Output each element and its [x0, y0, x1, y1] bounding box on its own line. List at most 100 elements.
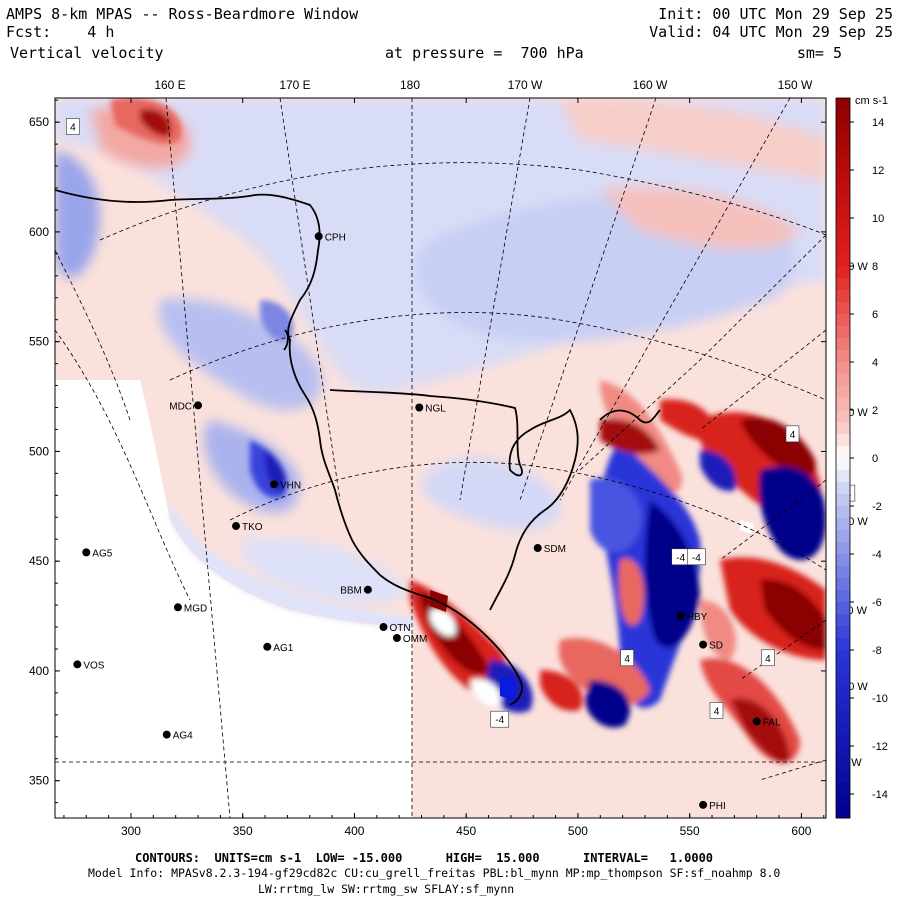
contour-label: 4: [714, 706, 720, 717]
colorbar-segment: [836, 698, 850, 711]
colorbar-tick-label: 2: [872, 405, 878, 417]
station-label: HBY: [687, 612, 708, 623]
colorbar-segment: [836, 674, 850, 687]
colorbar-segment: [836, 206, 850, 219]
station-dot: [533, 544, 542, 552]
colorbar-segment: [836, 458, 850, 471]
colorbar-tick-label: -8: [872, 645, 882, 657]
units-label: cm s-1: [257, 851, 302, 865]
colorbar-segment: [836, 542, 850, 555]
station-dot: [263, 642, 272, 651]
colorbar-segment: [836, 506, 850, 519]
colorbar-tick-label: -6: [872, 597, 882, 609]
colorbar-segment: [836, 530, 850, 543]
x-tick-label: 400: [344, 824, 364, 838]
colorbar-segment: [836, 626, 850, 639]
x-axis: 300 350 400 450 500 550 600: [63, 98, 825, 838]
colorbar-segment: [836, 794, 850, 807]
colorbar-tick-label: -14: [872, 789, 888, 801]
colorbar-tick-label: 14: [872, 117, 884, 129]
colorbar-tick-label: 4: [872, 357, 878, 369]
station-label: TKO: [242, 522, 263, 533]
colorbar-segment: [836, 446, 850, 459]
colorbar-segment: [836, 482, 850, 495]
contours-line: CONTOURS: UNITS=cm s-1 LOW= -15.000 HIGH…: [135, 851, 713, 865]
colorbar-segment: [836, 746, 850, 759]
colorbar-segment: [836, 518, 850, 531]
colorbar-segment: [836, 386, 850, 399]
contour-label-box: [761, 649, 775, 667]
station-label: MDC: [169, 401, 192, 412]
colorbar-segment: [836, 686, 850, 699]
contour-label: -4: [692, 553, 701, 564]
colorbar-segment: [836, 242, 850, 255]
longitude-label-top: 180: [400, 78, 420, 92]
colorbar-segment: [836, 314, 850, 327]
station-dot: [676, 612, 685, 621]
colorbar-segment: [836, 110, 850, 123]
colorbar-segment: [836, 122, 850, 135]
station-dot: [232, 522, 241, 531]
colorbar-units: cm s-1: [855, 95, 888, 107]
x-tick-label: 350: [233, 824, 253, 838]
y-axis: 350 400 450 500 550 600 650: [29, 99, 826, 804]
colorbar-segment: [836, 158, 850, 171]
colorbar-segment: [836, 98, 850, 111]
colorbar-segment: [836, 614, 850, 627]
colorbar-segment: [836, 146, 850, 159]
velocity-field: [55, 98, 826, 818]
contour-label-box: [687, 548, 706, 566]
longitude-label-top: 160 W: [633, 78, 668, 92]
colorbar-segment: [836, 302, 850, 315]
colorbar-segment: [836, 470, 850, 483]
contour-label: -4: [495, 715, 504, 726]
model-info: Model Info: MPASv8.2.3-194-gf29cd82c CU:…: [88, 866, 781, 880]
longitude-label-top: 170 E: [279, 78, 310, 92]
high-label: HIGH= 15.000: [445, 851, 540, 865]
y-tick-label: 450: [29, 554, 49, 568]
station-dot: [173, 603, 182, 612]
colorbar-segment: [836, 758, 850, 771]
station-label: OTN: [390, 623, 411, 634]
colorbar-segment: [836, 578, 850, 591]
station-label: SDM: [544, 544, 566, 555]
contour-label: 4: [765, 654, 771, 665]
contour-label: -4: [676, 553, 685, 564]
longitude-label-top: 160 E: [154, 78, 185, 92]
contour-label-box: [66, 118, 80, 135]
colorbar-segment: [836, 806, 850, 819]
y-tick-label: 350: [29, 774, 49, 788]
station-label: PHI: [709, 801, 726, 812]
station-label: CPH: [325, 232, 346, 243]
colorbar-segment: [836, 326, 850, 339]
colorbar-segment: [836, 410, 850, 423]
interval-label: INTERVAL= 1.0000: [582, 851, 714, 865]
field-name: Vertical velocity: [10, 44, 164, 62]
station-label: AG4: [173, 731, 193, 742]
colorbar-segment: [836, 362, 850, 375]
colorbar-segment: [836, 566, 850, 579]
station-label: AG5: [92, 548, 112, 559]
y-tick-label: 650: [29, 115, 49, 129]
colorbar-tick-label: -4: [872, 549, 882, 561]
colorbar-segment: [836, 194, 850, 207]
colorbar-segment: [836, 182, 850, 195]
longitude-labels-top: 160 E 170 E 180 170 W 160 W 150 W: [154, 78, 813, 92]
colorbar-segment: [836, 338, 850, 351]
colorbar-segment: [836, 590, 850, 603]
contour-label-box: [785, 425, 800, 443]
colorbar-segment: [836, 734, 850, 747]
x-tick-label: 550: [680, 824, 700, 838]
colorbar-ticks: 14 12 10 8 6 4 2 0 -2 -4 -6 -8 -10 -12 -14: [850, 117, 888, 801]
x-tick-label: 450: [456, 824, 476, 838]
x-tick-label: 600: [791, 824, 811, 838]
station-dot: [699, 800, 708, 809]
colorbar-segment: [836, 278, 850, 291]
station-dot: [270, 480, 279, 489]
plot-frame: [54, 97, 827, 819]
colorbar-segment: [836, 350, 850, 363]
colorbar-segment: [836, 650, 850, 663]
coastline: [55, 189, 661, 706]
